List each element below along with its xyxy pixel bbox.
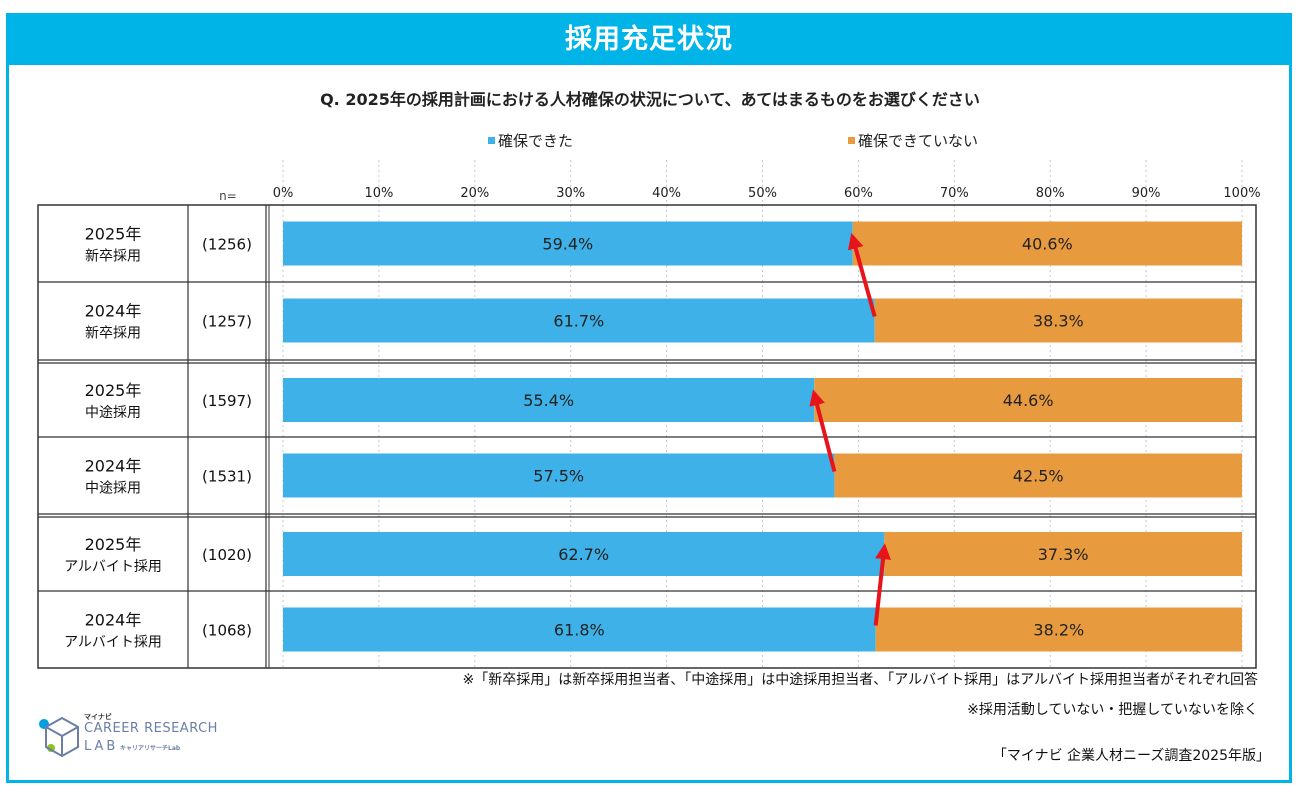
x-tick-label: 70%	[940, 186, 969, 201]
source-citation: 「マイナビ 企業人材ニーズ調査2025年版」	[992, 748, 1270, 764]
x-tick-label: 30%	[556, 186, 585, 201]
data-label-secured: 57.5%	[533, 467, 584, 486]
x-tick-label: 10%	[364, 186, 393, 201]
bar-not-secured	[852, 221, 1242, 266]
logo-subtext: キャリアリサーチLab	[120, 745, 181, 752]
legend-label-not-secured: 確保できていない	[858, 132, 978, 150]
row-n-label: (1597)	[202, 392, 252, 410]
row-year-label: 2025年	[85, 381, 142, 400]
bar-secured	[283, 607, 876, 652]
x-tick-label: 80%	[1036, 186, 1065, 201]
logo-text: CAREER RESEARCH	[84, 721, 218, 736]
bar-secured	[283, 221, 853, 266]
data-label-secured: 55.4%	[523, 391, 574, 410]
data-label-secured: 59.4%	[542, 235, 593, 254]
data-label-secured: 61.8%	[554, 621, 605, 640]
row-year-label: 2024年	[85, 302, 142, 321]
row-n-label: (1068)	[202, 622, 252, 640]
row-category-label: 新卒採用	[85, 249, 141, 265]
row-category-label: アルバイト採用	[64, 559, 162, 575]
change-arrow	[873, 543, 892, 626]
data-label-secured: 61.7%	[553, 312, 604, 331]
x-tick-label: 40%	[652, 186, 681, 201]
row-year-label: 2024年	[85, 457, 142, 476]
data-label-secured: 62.7%	[558, 545, 609, 564]
x-tick-label: 0%	[273, 186, 294, 201]
row-category-label: 中途採用	[85, 404, 141, 421]
logo-lab-text: LAB	[84, 739, 119, 754]
page-title: 採用充足状況	[6, 13, 1292, 65]
row-n-label: (1531)	[202, 468, 252, 486]
data-label-not-secured: 42.5%	[1013, 467, 1064, 486]
bar-not-secured	[884, 532, 1242, 576]
data-label-not-secured: 37.3%	[1038, 545, 1089, 564]
legend-swatch-not-secured	[848, 137, 855, 144]
legend-swatch-secured	[488, 137, 495, 144]
n-label: n=	[219, 189, 237, 203]
row-year-label: 2025年	[85, 535, 142, 554]
survey-question: Q. 2025年の採用計画における人材確保の状況について、あてはまるものをお選び…	[320, 90, 980, 109]
bar-secured	[283, 298, 875, 343]
career-research-lab-logo: マイナビ CAREER RESEARCH LAB キャリアリサーチLab	[36, 712, 236, 760]
data-label-not-secured: 38.2%	[1033, 621, 1084, 640]
change-arrow	[847, 232, 877, 318]
row-category-label: アルバイト採用	[64, 635, 162, 651]
row-n-label: (1257)	[202, 313, 252, 331]
legend-label-secured: 確保できた	[498, 132, 573, 150]
x-tick-label: 20%	[460, 186, 489, 201]
x-tick-label: 60%	[844, 186, 873, 201]
data-label-not-secured: 38.3%	[1033, 312, 1084, 331]
bar-secured	[283, 532, 885, 576]
footnote-respondents: ※「新卒採用」は新卒採用担当者、「中途採用」は中途採用担当者、「アルバイト採用」…	[462, 672, 1258, 688]
x-tick-label: 90%	[1132, 186, 1161, 201]
data-label-not-secured: 44.6%	[1003, 391, 1054, 410]
row-category-label: 中途採用	[85, 480, 141, 497]
row-n-label: (1020)	[202, 546, 252, 564]
footnotes: ※「新卒採用」は新卒採用担当者、「中途採用」は中途採用担当者、「アルバイト採用」…	[463, 665, 1258, 725]
row-year-label: 2024年	[85, 611, 142, 630]
row-category-label: 新卒採用	[85, 326, 141, 342]
row-n-label: (1256)	[202, 236, 252, 254]
logo-brand: マイナビ	[84, 713, 112, 721]
x-tick-label: 100%	[1223, 186, 1260, 201]
x-tick-label: 50%	[748, 186, 777, 201]
footnote-exclusion: ※採用活動していない・把握していないを除く	[967, 702, 1258, 718]
data-label-not-secured: 40.6%	[1022, 235, 1073, 254]
bar-secured	[283, 453, 835, 498]
logo-icon	[39, 716, 79, 758]
bar-not-secured	[874, 298, 1242, 343]
bar-not-secured	[814, 378, 1242, 422]
bar-secured	[283, 378, 815, 422]
bar-not-secured	[875, 607, 1242, 652]
bar-not-secured	[834, 453, 1242, 498]
row-year-label: 2025年	[85, 225, 142, 244]
change-arrow	[809, 389, 837, 473]
